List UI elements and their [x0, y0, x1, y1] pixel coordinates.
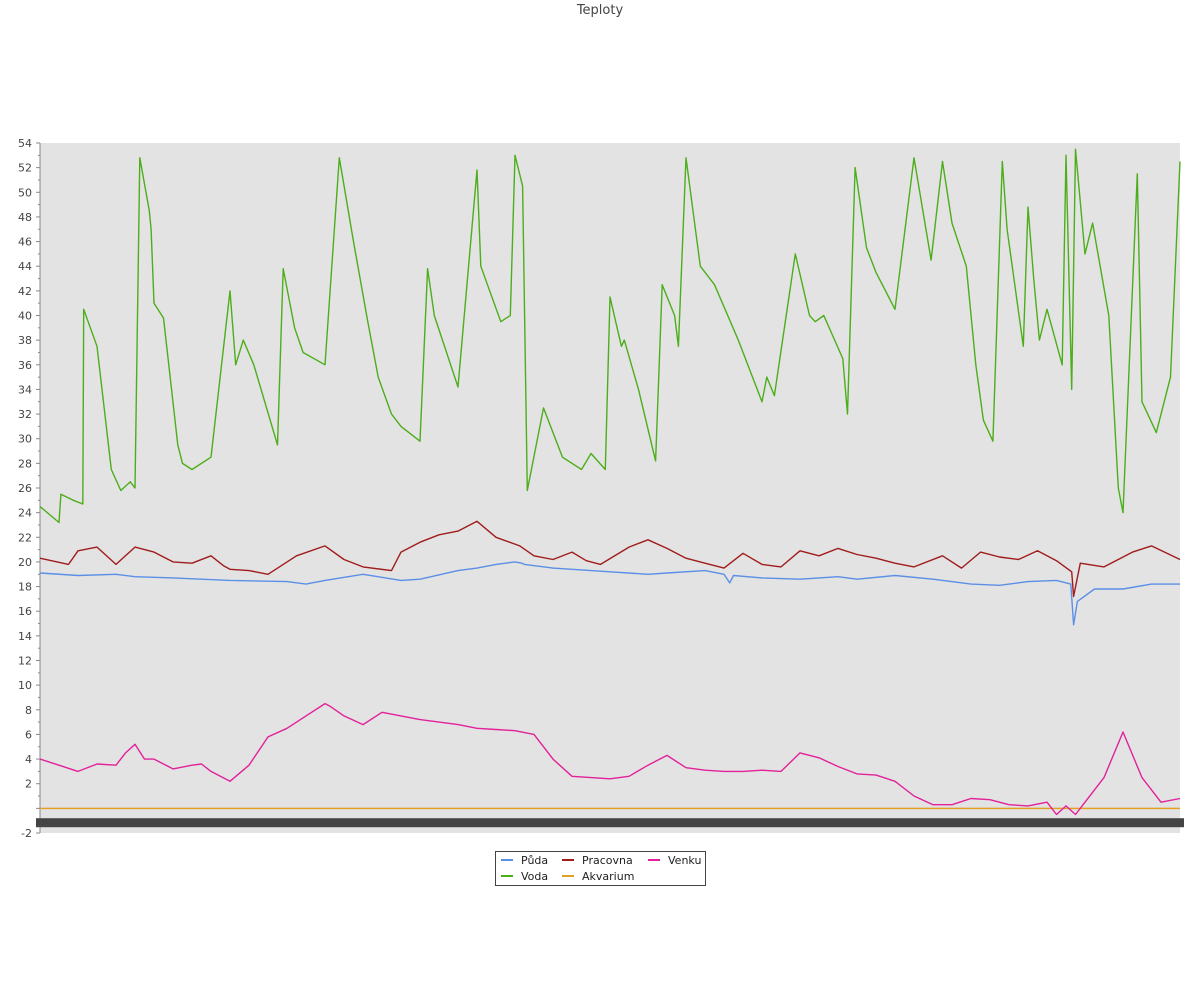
- legend-item-voda: Voda: [501, 870, 548, 884]
- y-tick-label: 18: [18, 581, 32, 594]
- y-tick-label: 40: [18, 310, 32, 323]
- legend-item-puda: Půda: [501, 854, 548, 868]
- y-tick-label: 24: [18, 507, 32, 520]
- series-line-venku: [39, 702, 1181, 816]
- y-tick-label: 54: [18, 137, 32, 150]
- y-tick-label: 52: [18, 162, 32, 175]
- plot-area: [40, 143, 1180, 833]
- y-tick-label: 38: [18, 334, 32, 347]
- legend-label: Venku: [668, 854, 702, 867]
- y-tick-label: 8: [25, 704, 32, 717]
- legend-item-pracovna: Pracovna: [562, 854, 633, 868]
- legend-label: Pracovna: [582, 854, 633, 867]
- y-tick-label: 2: [25, 778, 32, 791]
- y-tick-label: 20: [18, 556, 32, 569]
- y-tick-label: 16: [18, 605, 32, 618]
- legend-swatch: [648, 859, 660, 861]
- y-tick-label: 42: [18, 285, 32, 298]
- legend-swatch: [562, 875, 574, 877]
- legend-swatch: [562, 859, 574, 861]
- y-tick-label: 50: [18, 186, 32, 199]
- x-tick-label-band: [36, 818, 1184, 828]
- series-line-voda: [39, 148, 1181, 524]
- legend-label: Akvarium: [582, 870, 635, 883]
- y-tick-label: 36: [18, 359, 32, 372]
- y-tick-label: -2: [21, 827, 32, 840]
- series-line-pracovna: [39, 520, 1181, 598]
- legend-label: Voda: [521, 870, 549, 883]
- y-tick-label: 4: [25, 753, 32, 766]
- y-axis: -224681012141618202224262830323436384042…: [18, 137, 41, 840]
- y-tick-label: 10: [18, 679, 32, 692]
- y-tick-label: 32: [18, 408, 32, 421]
- legend: Půda Pracovna Venku Voda Akvarium: [495, 851, 706, 886]
- y-tick-label: 22: [18, 531, 32, 544]
- y-tick-label: 14: [18, 630, 32, 643]
- legend-item-akvarium: Akvarium: [562, 870, 634, 884]
- y-tick-label: 46: [18, 236, 32, 249]
- series-line-pda: [39, 561, 1180, 626]
- y-tick-label: 6: [25, 728, 32, 741]
- y-tick-label: 48: [18, 211, 32, 224]
- y-tick-label: 26: [18, 482, 32, 495]
- y-tick-label: 30: [18, 433, 32, 446]
- legend-swatch: [501, 875, 513, 877]
- y-tick-label: 12: [18, 655, 32, 668]
- y-tick-label: 44: [18, 260, 32, 273]
- series-layer: [39, 148, 1181, 816]
- chart-title: Teploty: [576, 3, 624, 18]
- legend-item-venku: Venku: [648, 854, 701, 868]
- legend-swatch: [501, 859, 513, 861]
- y-tick-label: 28: [18, 457, 32, 470]
- legend-label: Půda: [521, 854, 549, 867]
- y-tick-label: 34: [18, 383, 32, 396]
